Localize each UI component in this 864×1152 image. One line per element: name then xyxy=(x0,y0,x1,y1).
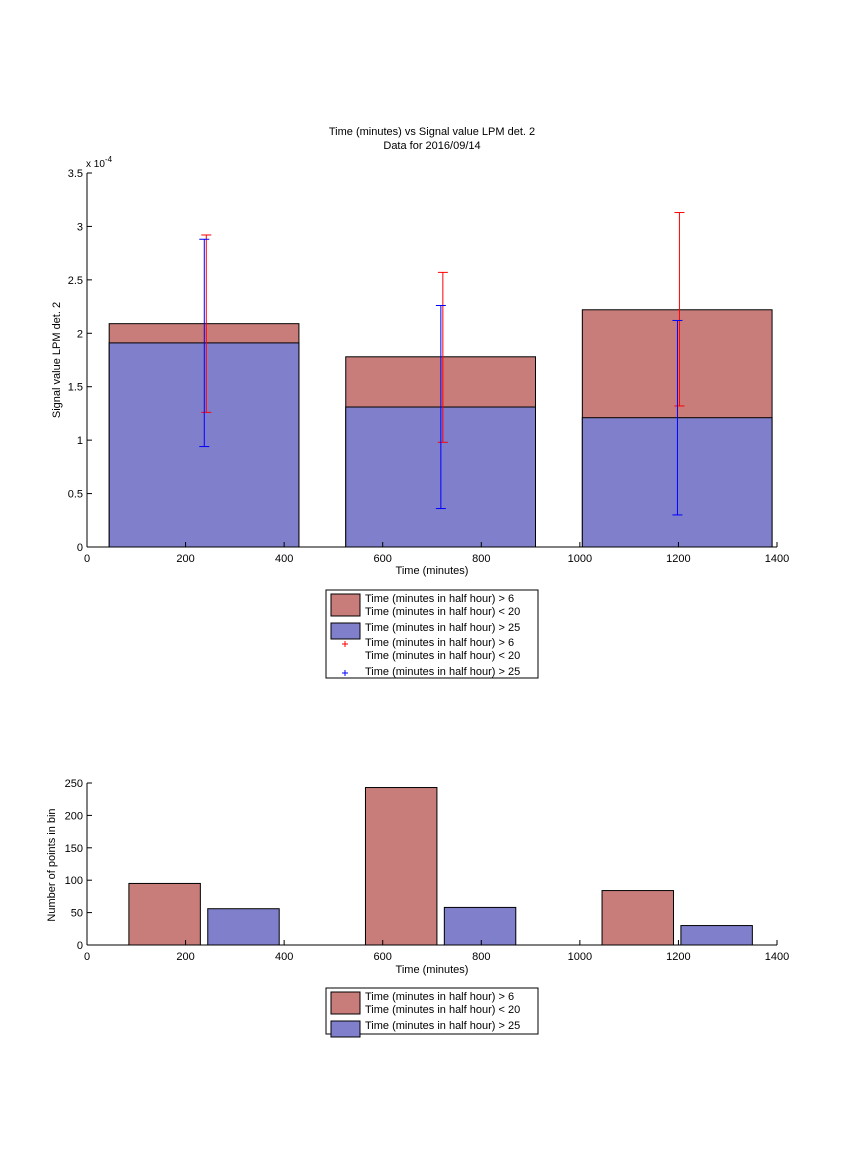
legend-swatch xyxy=(330,1020,361,1038)
bar xyxy=(680,925,753,946)
y-tick-label: 3.5 xyxy=(68,168,83,180)
x-tick-label: 200 xyxy=(176,553,194,565)
legend-label: Time (minutes in half hour) < 20 xyxy=(365,606,520,618)
y-tick-label: 1 xyxy=(77,435,83,447)
legend-swatch xyxy=(330,593,361,617)
count-chart: 0 200 400 600 800 1000 1200 1400 0 50 100 150 200 250… xyxy=(46,778,789,1038)
x-tick-label: 0 xyxy=(84,951,90,963)
x-tick-label: 1000 xyxy=(568,553,592,565)
x-tick-label: 1400 xyxy=(765,951,789,963)
legend-label: Time (minutes in half hour) < 20 xyxy=(365,1004,520,1016)
legend-label: Time (minutes in half hour) > 25 xyxy=(365,1020,520,1032)
x-tick-label: 1400 xyxy=(765,553,789,565)
y-tick-label: 0.5 xyxy=(68,489,83,501)
y-tick-label: 3 xyxy=(77,221,83,233)
bar xyxy=(364,787,438,946)
x-tick-label: 400 xyxy=(275,951,293,963)
x-tick-label: 0 xyxy=(84,553,90,565)
y-axis-label: Number of points in bin xyxy=(46,808,58,921)
x-tick-label: 400 xyxy=(275,553,293,565)
legend-box xyxy=(325,987,539,1035)
legend-label: Time (minutes in half hour) < 20 xyxy=(365,650,520,662)
signal-chart: Time (minutes) vs Signal value LPM det. … xyxy=(51,126,789,679)
y-tick-label: 0 xyxy=(77,542,83,554)
bar xyxy=(443,906,517,946)
y-tick-label: 200 xyxy=(65,810,83,822)
legend-label: Time (minutes in half hour) > 25 xyxy=(365,666,520,678)
x-tick-label: 800 xyxy=(472,951,490,963)
x-tick-label: 600 xyxy=(374,951,392,963)
y-tick-label: 1.5 xyxy=(68,382,83,394)
x-tick-label: 600 xyxy=(374,553,392,565)
y-tick-label: 250 xyxy=(65,778,83,790)
legend-box xyxy=(325,589,539,679)
x-tick-label: 1200 xyxy=(666,951,690,963)
y-axis-label: Signal value LPM det. 2 xyxy=(51,302,63,418)
legend-label: Time (minutes in half hour) > 25 xyxy=(365,622,520,634)
x-tick-label: 1000 xyxy=(568,951,592,963)
x-axis-label: Time (minutes) xyxy=(396,565,469,577)
x-tick-label: 800 xyxy=(472,553,490,565)
y-tick-label: 0 xyxy=(77,940,83,952)
x-axis-label: Time (minutes) xyxy=(396,964,469,976)
bar xyxy=(601,890,674,946)
chart-title: Time (minutes) vs Signal value LPM det. … xyxy=(329,126,535,138)
legend-swatch xyxy=(330,622,361,640)
y-tick-label: 50 xyxy=(71,908,83,920)
legend-swatch xyxy=(330,991,361,1015)
y-tick-label: 2 xyxy=(77,328,83,340)
legend-label: Time (minutes in half hour) > 6 xyxy=(365,593,514,605)
chart-subtitle: Data for 2016/09/14 xyxy=(383,140,480,152)
y-tick-label: 2.5 xyxy=(68,275,83,287)
x-tick-label: 1200 xyxy=(666,553,690,565)
y-exponent-label: x 10-4 xyxy=(86,155,113,170)
legend-label: Time (minutes in half hour) > 6 xyxy=(365,991,514,1003)
y-tick-label: 150 xyxy=(65,843,83,855)
x-tick-label: 200 xyxy=(176,951,194,963)
legend-label: Time (minutes in half hour) > 6 xyxy=(365,637,514,649)
bar xyxy=(128,882,201,946)
bar xyxy=(207,908,280,946)
y-tick-label: 100 xyxy=(65,875,83,887)
